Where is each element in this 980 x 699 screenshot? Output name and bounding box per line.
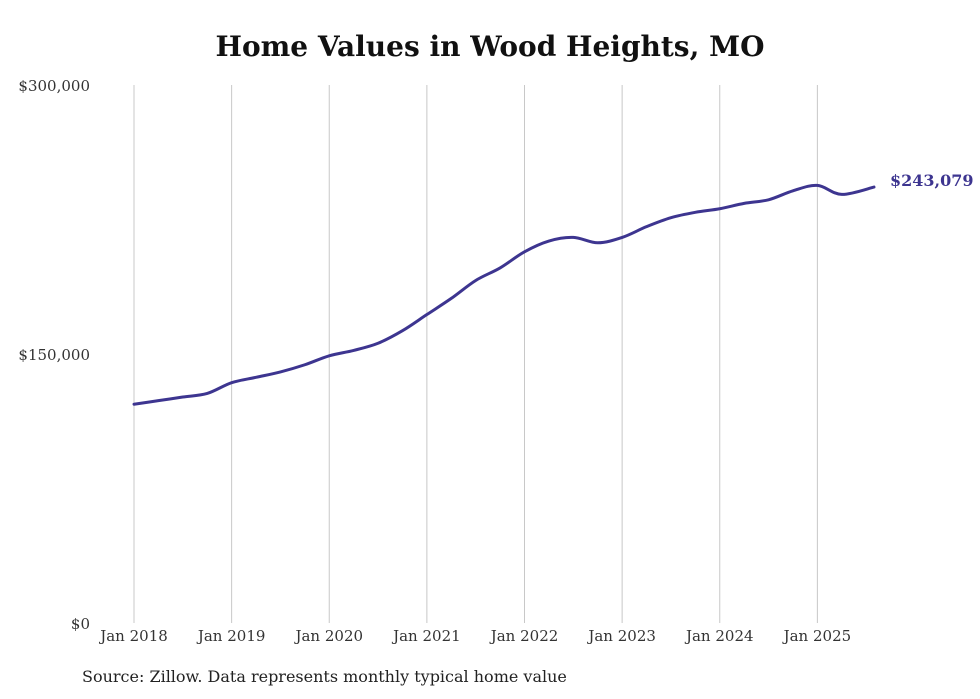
series-line-home-value [132, 183, 876, 406]
x-tick-label: Jan 2021 [391, 627, 461, 645]
y-tick-label: $150,000 [18, 346, 90, 364]
source-note: Source: Zillow. Data represents monthly … [82, 667, 567, 686]
x-tick-label: Jan 2023 [586, 627, 656, 645]
y-tick-label: $300,000 [18, 77, 90, 95]
x-tick-label: Jan 2024 [684, 627, 754, 645]
chart-title: Home Values in Wood Heights, MO [215, 30, 765, 63]
x-tick-label: Jan 2022 [489, 627, 559, 645]
x-tick-label: Jan 2018 [98, 627, 168, 645]
x-tick-label: Jan 2019 [196, 627, 266, 645]
end-value-label: $243,079 [890, 171, 974, 190]
y-tick-label: $0 [71, 615, 90, 633]
x-tick-label: Jan 2020 [293, 627, 363, 645]
x-tick-label: Jan 2025 [782, 627, 852, 645]
